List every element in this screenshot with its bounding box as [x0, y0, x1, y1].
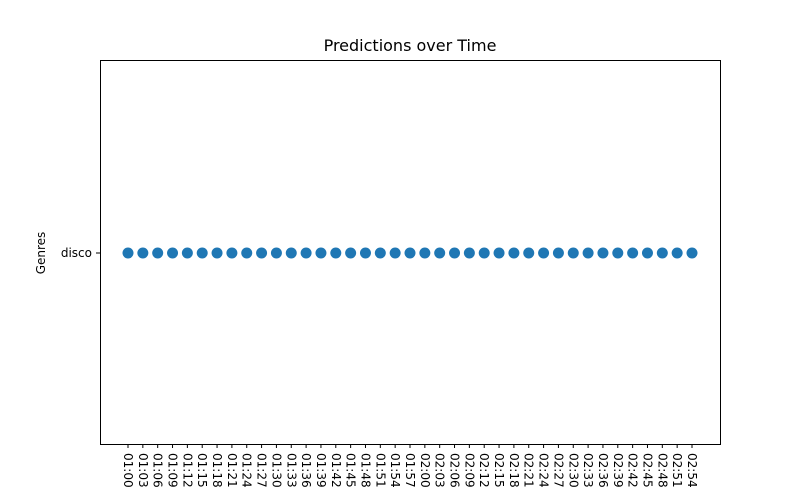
data-point	[345, 247, 357, 259]
data-point	[122, 247, 134, 259]
data-point	[300, 247, 312, 259]
data-point	[256, 247, 268, 259]
x-tick-label: 01:33	[284, 453, 298, 488]
data-point	[374, 247, 386, 259]
x-tick-label: 01:00	[121, 453, 135, 488]
data-point	[686, 247, 698, 259]
x-tick-label: 01:24	[240, 453, 254, 488]
x-tick-label: 02:39	[611, 453, 625, 488]
data-point	[241, 247, 253, 259]
data-point	[449, 247, 461, 259]
x-tick-label: 02:27	[551, 453, 565, 488]
x-tick-label: 01:51	[373, 453, 387, 488]
x-axis-ticks: 01:00 01:03 01:06 01:09 01:12 01:15 01:18 01:21…	[121, 444, 699, 488]
x-tick-label: 02:36	[596, 453, 610, 488]
data-point	[330, 247, 342, 259]
data-point	[359, 247, 371, 259]
x-tick-label: 02:21	[522, 453, 536, 488]
x-tick-label: 01:21	[225, 453, 239, 488]
x-tick-label: 02:09	[462, 453, 476, 488]
x-tick-label: 01:09	[166, 453, 180, 488]
data-point	[196, 247, 208, 259]
data-point	[389, 247, 401, 259]
data-point	[434, 247, 446, 259]
data-point	[538, 247, 550, 259]
x-tick-label: 02:54	[685, 453, 699, 488]
x-tick-label: 02:03	[433, 453, 447, 488]
x-tick-label: 01:48	[358, 453, 372, 488]
x-tick-label: 01:12	[180, 453, 194, 488]
x-tick-label: 02:42	[626, 453, 640, 488]
y-tick-label: disco	[61, 246, 92, 260]
data-point	[612, 247, 624, 259]
data-point	[315, 247, 327, 259]
x-tick-label: 01:36	[299, 453, 313, 488]
x-tick-label: 02:00	[418, 453, 432, 488]
data-point	[419, 247, 431, 259]
x-tick-label: 01:03	[136, 453, 150, 488]
x-tick-label: 01:39	[314, 453, 328, 488]
x-tick-label: 01:27	[255, 453, 269, 488]
x-tick-label: 02:30	[566, 453, 580, 488]
data-point	[627, 247, 639, 259]
x-tick-label: 01:45	[344, 453, 358, 488]
data-point	[552, 247, 564, 259]
x-tick-label: 02:45	[640, 453, 654, 488]
data-point	[671, 247, 683, 259]
x-tick-label: 02:24	[537, 453, 551, 488]
x-tick-label: 01:42	[329, 453, 343, 488]
data-point	[597, 247, 609, 259]
x-tick-label: 01:54	[388, 453, 402, 488]
x-tick-label: 01:15	[195, 453, 209, 488]
data-point	[181, 247, 193, 259]
data-point	[641, 247, 653, 259]
y-axis-label: Genres	[34, 232, 48, 275]
data-point	[226, 247, 238, 259]
x-tick-label: 01:18	[210, 453, 224, 488]
data-point	[211, 247, 223, 259]
data-points	[122, 247, 698, 259]
data-point	[270, 247, 282, 259]
x-tick-label: 01:30	[269, 453, 283, 488]
data-point	[493, 247, 505, 259]
x-tick-label: 02:06	[448, 453, 462, 488]
data-point	[582, 247, 594, 259]
x-tick-label: 02:18	[507, 453, 521, 488]
x-tick-label: 01:57	[403, 453, 417, 488]
data-point	[478, 247, 490, 259]
x-tick-label: 02:33	[581, 453, 595, 488]
x-tick-label: 02:51	[670, 453, 684, 488]
x-tick-label: 02:48	[655, 453, 669, 488]
y-axis-ticks: disco	[61, 246, 100, 260]
x-tick-label: 02:12	[477, 453, 491, 488]
data-point	[508, 247, 520, 259]
data-point	[167, 247, 179, 259]
data-point	[152, 247, 164, 259]
x-tick-label: 01:06	[151, 453, 165, 488]
data-point	[137, 247, 149, 259]
x-tick-label: 02:15	[492, 453, 506, 488]
data-point	[463, 247, 475, 259]
data-point	[523, 247, 535, 259]
data-point	[404, 247, 416, 259]
chart-title: Predictions over Time	[324, 36, 497, 55]
data-point	[656, 247, 668, 259]
data-point	[567, 247, 579, 259]
data-point	[285, 247, 297, 259]
